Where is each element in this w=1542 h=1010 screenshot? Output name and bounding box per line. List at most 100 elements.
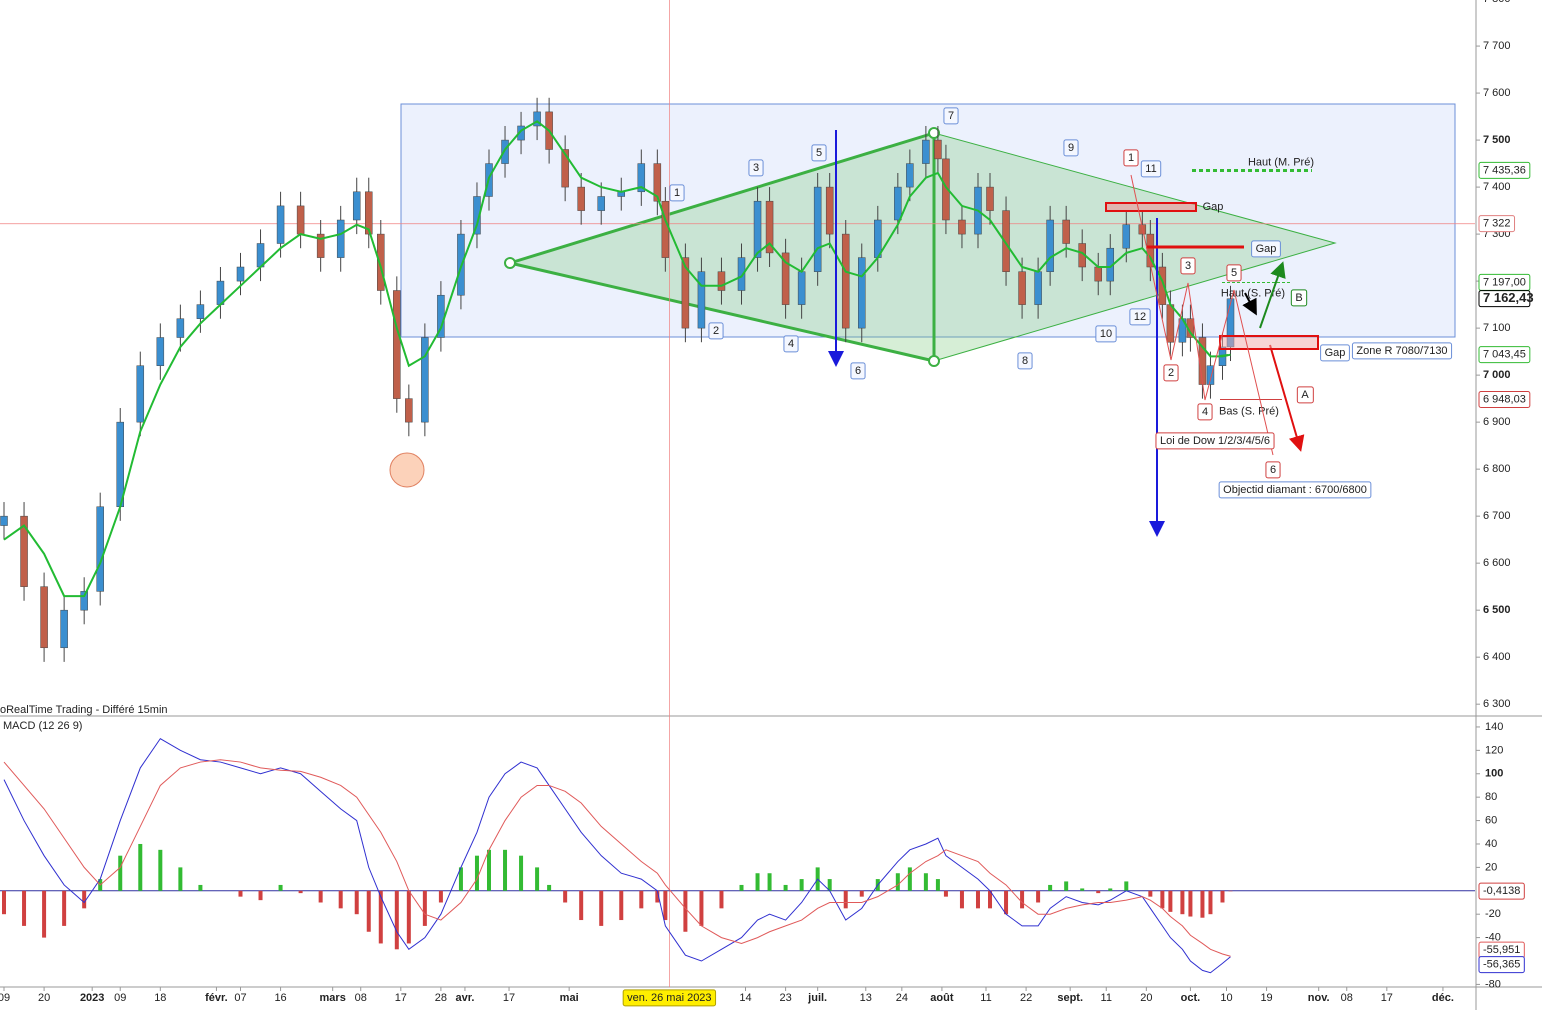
x-tick-label: 17 xyxy=(395,992,407,1004)
histogram-bar xyxy=(178,867,183,891)
y-tick-label: 20 xyxy=(1485,861,1497,873)
histogram-bar xyxy=(843,890,848,909)
level-label: 7 435,36 xyxy=(1483,164,1526,176)
histogram-bar xyxy=(907,867,912,891)
histogram-bar xyxy=(1048,884,1053,891)
dow-label-box xyxy=(1197,403,1213,421)
level-label-box xyxy=(1478,390,1531,408)
wave-label: 2 xyxy=(713,325,719,337)
histogram-bar xyxy=(22,890,27,926)
level-name: Haut (S. Pré) xyxy=(1221,287,1285,299)
wave-label-box xyxy=(748,159,764,177)
x-tick-label: 16 xyxy=(274,992,286,1004)
level-name: Haut (M. Pré) xyxy=(1248,156,1314,168)
histogram-bar xyxy=(474,855,479,891)
dow-label-box xyxy=(1180,257,1196,275)
candle-body xyxy=(236,266,245,282)
histogram-bar xyxy=(486,849,491,891)
y-tick-label: -20 xyxy=(1485,908,1501,920)
histogram-bar xyxy=(1124,881,1129,891)
candle-body xyxy=(501,139,509,164)
y-tick-label: 6 800 xyxy=(1483,463,1511,475)
y-tick-label: -40 xyxy=(1485,932,1501,944)
x-tick-label: 09 xyxy=(114,992,126,1004)
candle-body xyxy=(40,586,48,649)
x-tick-label: 09 xyxy=(0,992,10,1004)
y-tick-label: 80 xyxy=(1485,791,1497,803)
histogram-bar xyxy=(547,884,552,891)
wave-label: 7 xyxy=(948,110,954,122)
candle-body xyxy=(176,318,185,338)
histogram-bar xyxy=(943,890,948,897)
scenario-label: B xyxy=(1295,292,1302,304)
y-tick-label: 7 100 xyxy=(1483,322,1511,334)
histogram-bar xyxy=(719,890,724,909)
indicator-title: MACD (12 26 9) xyxy=(3,720,82,732)
dow-label: 5 xyxy=(1231,267,1237,279)
dow-label-box xyxy=(1163,364,1179,382)
macd-line xyxy=(3,737,1231,974)
wave-label: 3 xyxy=(753,162,759,174)
candle-body xyxy=(717,271,726,291)
histogram-bar xyxy=(895,873,900,891)
x-tick-label: 14 xyxy=(739,992,751,1004)
x-tick-label: 10 xyxy=(1220,992,1232,1004)
candle-body xyxy=(296,205,305,235)
level-label: 7 162,43 xyxy=(1483,290,1534,305)
crosshair-y-label: 7 322 xyxy=(1483,218,1511,230)
scenario-label: A xyxy=(1301,389,1309,401)
candle-body xyxy=(377,233,385,291)
macd-line xyxy=(3,759,1231,957)
candle-body xyxy=(1034,271,1042,305)
level-label-box xyxy=(1478,290,1531,308)
scenario-label-box xyxy=(1290,289,1308,307)
wave-label-box xyxy=(1063,139,1079,157)
diamond-node xyxy=(504,257,516,269)
candle-body xyxy=(1158,266,1167,305)
low-marker xyxy=(389,452,425,488)
histogram-bar xyxy=(1080,888,1085,891)
y-tick-label: 7 800 xyxy=(1483,0,1511,5)
x-tick-label: août xyxy=(930,992,954,1004)
arrow xyxy=(1269,344,1305,452)
level-label-box xyxy=(1478,346,1531,364)
candle-body xyxy=(1062,219,1070,244)
histogram-bar xyxy=(158,849,163,891)
wave-label-box xyxy=(669,184,685,202)
y-tick-label: 7 500 xyxy=(1483,134,1511,146)
dow-label: 6 xyxy=(1270,464,1276,476)
wave-label: 6 xyxy=(855,365,861,377)
histogram-bar xyxy=(422,890,427,926)
wave-label-box xyxy=(811,144,827,162)
dow-label: 1 xyxy=(1128,152,1134,164)
candle-body xyxy=(813,186,822,272)
histogram-bar xyxy=(1020,890,1025,909)
macd-last-label: -56,365 xyxy=(1483,959,1520,971)
candle-body xyxy=(934,139,942,160)
histogram-bar xyxy=(138,843,143,891)
histogram-bar xyxy=(238,890,243,897)
candle-body xyxy=(781,252,790,305)
target-label-box xyxy=(1218,481,1372,499)
histogram-bar xyxy=(338,890,343,909)
x-tick-label: déc. xyxy=(1432,992,1454,1004)
histogram-bar xyxy=(62,890,67,926)
candle-body xyxy=(80,591,88,611)
x-tick-label: oct. xyxy=(1181,992,1201,1004)
histogram-bar xyxy=(755,873,760,891)
dow-path xyxy=(1130,174,1274,456)
wave-label-box xyxy=(943,107,959,125)
wave-label-box xyxy=(850,362,866,380)
y-tick-label: 6 600 xyxy=(1483,557,1511,569)
wave-label-box xyxy=(1095,325,1117,343)
dow-label-box xyxy=(1226,264,1242,282)
histogram-bar xyxy=(438,890,443,903)
wave-label: 1 xyxy=(674,187,680,199)
y-tick-label: 6 500 xyxy=(1483,604,1511,616)
x-tick-label: 20 xyxy=(1140,992,1152,1004)
wave-label: 12 xyxy=(1134,311,1146,323)
candle-body xyxy=(20,515,28,587)
histogram-bar xyxy=(1188,890,1193,917)
dow-label: 4 xyxy=(1202,406,1208,418)
